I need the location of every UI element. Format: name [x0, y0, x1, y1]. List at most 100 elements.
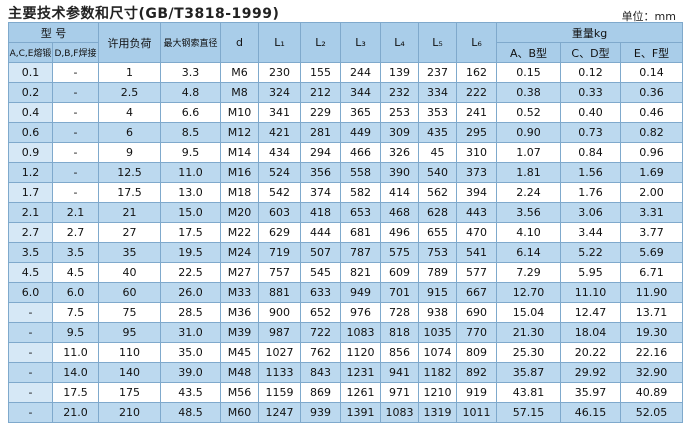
cell: 987 [258, 322, 301, 343]
cell: M60 [220, 402, 259, 423]
cell: 728 [380, 302, 419, 323]
cell: 1391 [340, 402, 381, 423]
cell: 12.70 [496, 282, 561, 303]
cell: 1083 [340, 322, 381, 343]
data-row: 0.2-2.5 4.8 M8 324 212 344 232 334 222 0.38 0.33 0.… [8, 82, 684, 103]
cell: 0.84 [560, 142, 621, 163]
cell: 843 [300, 362, 341, 383]
cell: 628 [418, 202, 457, 223]
cell: 46.15 [560, 402, 621, 423]
cell: - [52, 62, 99, 83]
data-row: 0.6-6 8.5 M12 421 281 449 309 435 295 0.90 0.73 0.8… [8, 122, 684, 143]
cell: 17.5 [98, 182, 161, 203]
cell: 976 [340, 302, 381, 323]
cell: 3.06 [560, 202, 621, 223]
cell: 0.6 [8, 122, 53, 143]
cell: - [52, 82, 99, 103]
cell: 869 [300, 382, 341, 403]
header-cell: L₃ [340, 22, 381, 63]
cell: 449 [340, 122, 381, 143]
cell: 1027 [258, 342, 301, 363]
cell: 1083 [380, 402, 419, 423]
cell: 19.5 [160, 242, 221, 263]
cell: M27 [220, 262, 259, 283]
cell: 466 [340, 142, 381, 163]
cell: - [52, 162, 99, 183]
cell: 4.10 [496, 222, 561, 243]
cell: 43.5 [160, 382, 221, 403]
cell: 949 [340, 282, 381, 303]
cell: 35.0 [160, 342, 221, 363]
header-cell: 最大钢索直径 [160, 22, 221, 63]
cell: 21.30 [496, 322, 561, 343]
data-row: 1.2-12.5 11.0 M16 524 356 558 390 540 373 1.81 1.5… [8, 162, 684, 183]
cell: 540 [418, 162, 457, 183]
data-row: -11.0 110 35.0 M45 1027 762 1120 856 1074 809 25.3… [8, 342, 684, 363]
cell: M20 [220, 202, 259, 223]
header-cell: L₆ [456, 22, 497, 63]
cell: 15.0 [160, 202, 221, 223]
cell: M16 [220, 162, 259, 183]
cell: 421 [258, 122, 301, 143]
cell: 0.33 [560, 82, 621, 103]
cell: 971 [380, 382, 419, 403]
data-row: 0.9-9 9.5 M14 434 294 466 326 45 310 1.07 0.84 0.96 [8, 142, 684, 163]
cell: 5.22 [560, 242, 621, 263]
cell: 309 [380, 122, 419, 143]
cell: 941 [380, 362, 419, 383]
data-row: 6.0 6.0 60 26.0 M33 881 633 949 701 915 667 12.70 11… [8, 282, 684, 303]
cell: 1035 [418, 322, 457, 343]
cell: 95 [98, 322, 161, 343]
cell: 919 [456, 382, 497, 403]
cell: 0.14 [619, 62, 684, 83]
cell: 334 [418, 82, 457, 103]
cell: 52.05 [619, 402, 684, 423]
cell: 681 [340, 222, 381, 243]
cell: 35.97 [560, 382, 621, 403]
cell: 541 [456, 242, 497, 263]
cell: 35 [98, 242, 161, 263]
title: 主要技术参数和尺寸(GB/T3818-1999) [8, 6, 280, 22]
cell: 344 [340, 82, 381, 103]
cell: 603 [258, 202, 301, 223]
header-cell: L₂ [300, 22, 341, 63]
header-cell: d [220, 22, 259, 63]
cell: 9 [98, 142, 161, 163]
spec-table: 型 号许用负荷 最大钢索直径 d L₁ L₂ L₃ L₄ L₅ L₆ 重量kg A,C,E熔锻 D,B… [8, 22, 684, 423]
cell: M18 [220, 182, 259, 203]
data-row: 4.5 4.5 40 22.5 M27 757 545 821 609 789 577 7.29 5.9… [8, 262, 684, 283]
cell: 22.5 [160, 262, 221, 283]
cell: 418 [300, 202, 341, 223]
header-cell: 型 号 [8, 22, 99, 43]
cell: 39.0 [160, 362, 221, 383]
cell: 0.82 [619, 122, 684, 143]
cell: 3.77 [619, 222, 684, 243]
cell: 1319 [418, 402, 457, 423]
cell: 253 [380, 102, 419, 123]
cell: 324 [258, 82, 301, 103]
cell: - [52, 102, 99, 123]
cell: 0.1 [8, 62, 53, 83]
cell: 210 [98, 402, 161, 423]
cell: 17.5 [52, 382, 99, 403]
cell: 770 [456, 322, 497, 343]
cell: 11.0 [160, 162, 221, 183]
cell: 7.29 [496, 262, 561, 283]
cell: 558 [340, 162, 381, 183]
cell: 757 [258, 262, 301, 283]
cell: 652 [300, 302, 341, 323]
cell: 507 [300, 242, 341, 263]
cell: 21.0 [52, 402, 99, 423]
cell: 434 [258, 142, 301, 163]
cell: 12.5 [98, 162, 161, 183]
cell: M14 [220, 142, 259, 163]
cell: 655 [418, 222, 457, 243]
cell: 609 [380, 262, 419, 283]
cell: M33 [220, 282, 259, 303]
header-cell: A,C,E熔锻 [8, 42, 53, 63]
cell: 0.90 [496, 122, 561, 143]
data-row: 2.7 2.7 27 17.5 M22 629 444 681 496 655 470 4.10 3.4… [8, 222, 684, 243]
header-cell: A、B型 [496, 42, 561, 63]
cell: 241 [456, 102, 497, 123]
cell: 110 [98, 342, 161, 363]
